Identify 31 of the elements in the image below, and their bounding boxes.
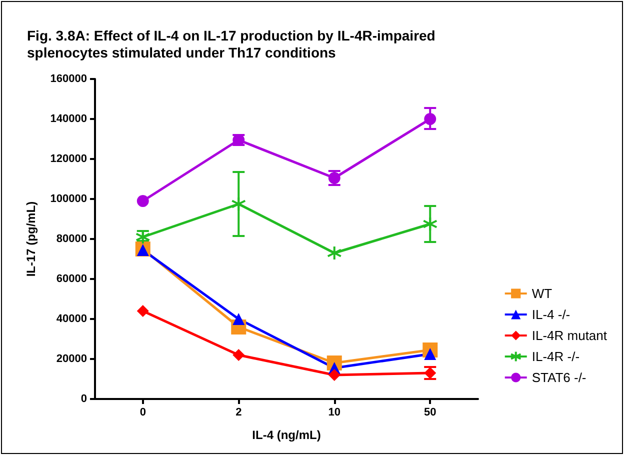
chart-title: Fig. 3.8A: Effect of IL-4 on IL-17 production by IL-4R-impaired splenocytes stimulated under Th17 conditions xyxy=(27,28,436,60)
legend-label: IL-4 -/- xyxy=(532,307,570,322)
legend-label: WT xyxy=(532,286,552,301)
point xyxy=(231,196,246,212)
point xyxy=(136,305,149,317)
x-tick-label: 0 xyxy=(140,406,146,418)
y-tick-label: 160000 xyxy=(50,73,87,85)
point xyxy=(328,369,340,381)
x-tick-label: 2 xyxy=(236,406,242,418)
y-axis-title: IL-17 (pg/mL) xyxy=(24,201,38,277)
y-tick-label: 20000 xyxy=(56,353,87,365)
legend-label: IL-4R -/- xyxy=(532,349,580,364)
y-tick-label: 100000 xyxy=(50,193,87,205)
x-axis-title: IL-4 (ng/mL) xyxy=(252,428,321,442)
y-tick-label: 140000 xyxy=(50,113,87,125)
point xyxy=(326,246,342,260)
y-tick-label: 0 xyxy=(80,393,87,405)
point xyxy=(232,313,245,325)
point xyxy=(424,348,436,360)
point xyxy=(232,349,245,361)
y-tick-label: 80000 xyxy=(56,233,87,245)
legend-label: IL-4R mutant xyxy=(532,328,608,343)
x-tick-label: 10 xyxy=(328,406,340,418)
point xyxy=(136,195,149,207)
legend-label: STAT6 -/- xyxy=(532,370,586,385)
y-tick-label: 60000 xyxy=(56,273,87,285)
y-tick-label: 40000 xyxy=(56,313,87,325)
point xyxy=(424,113,436,125)
x-tick-label: 50 xyxy=(424,406,436,418)
point xyxy=(422,216,438,232)
y-tick-label: 120000 xyxy=(50,153,87,165)
